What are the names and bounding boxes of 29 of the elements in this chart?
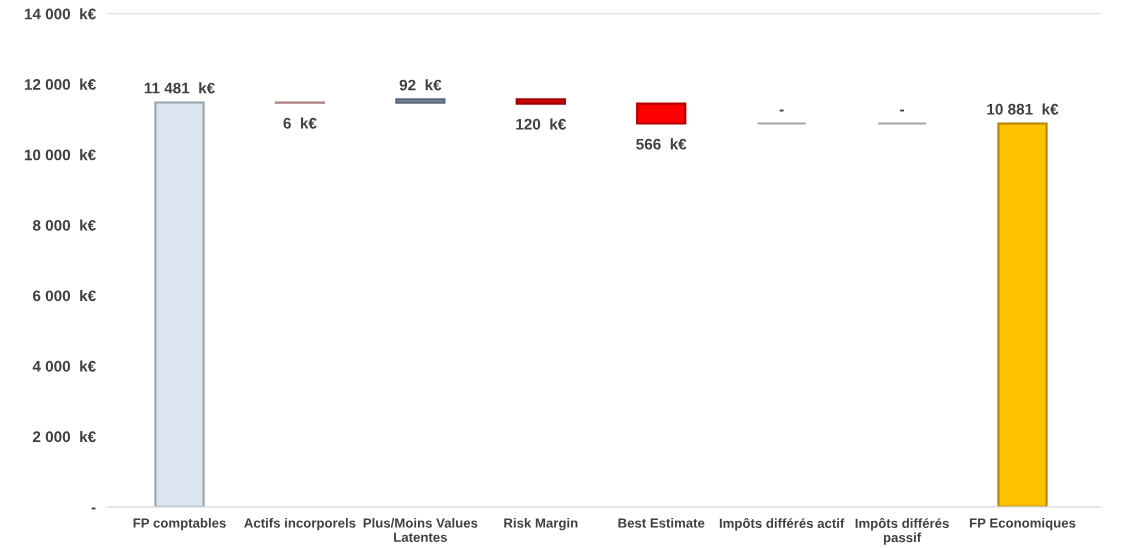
- data-label: 120 k€: [516, 118, 567, 130]
- y-tick-label: 4 000 k€: [32, 360, 96, 372]
- x-tick-label: Plus/Moins Values Latentes: [363, 518, 478, 542]
- y-tick-label: 14 000 k€: [24, 8, 96, 20]
- data-label: 92 k€: [399, 79, 442, 91]
- y-tick-label: 12 000 k€: [24, 78, 96, 90]
- data-label: 566 k€: [636, 138, 687, 150]
- bar: [515, 98, 566, 105]
- y-tick-label: -: [91, 507, 96, 510]
- bar: [154, 101, 205, 507]
- y-tick-label: 6 000 k€: [32, 289, 96, 302]
- bar: [395, 98, 446, 104]
- data-label: 11 481 k€: [144, 82, 215, 94]
- x-tick-label: FP Economiques: [969, 518, 1076, 531]
- x-tick-label: Actifs incorporels: [244, 518, 356, 531]
- x-tick-label: Impôts différés actif: [719, 518, 845, 531]
- x-tick-label: Best Estimate: [618, 518, 705, 528]
- data-label: -: [900, 109, 904, 112]
- x-tick-label: Risk Margin: [504, 518, 578, 531]
- data-label: -: [779, 109, 784, 112]
- x-tick-label: Impôts différés passif: [855, 518, 949, 545]
- data-label: 6 k€: [283, 117, 317, 129]
- y-tick-label: 8 000 k€: [32, 219, 96, 231]
- data-label: 10 881 k€: [987, 103, 1059, 115]
- y-tick-label: 2 000 k€: [32, 430, 96, 443]
- y-tick-label: 10 000 k€: [24, 149, 96, 161]
- bar: [636, 102, 687, 125]
- bar: [997, 122, 1048, 507]
- x-tick-label: FP comptables: [133, 518, 226, 531]
